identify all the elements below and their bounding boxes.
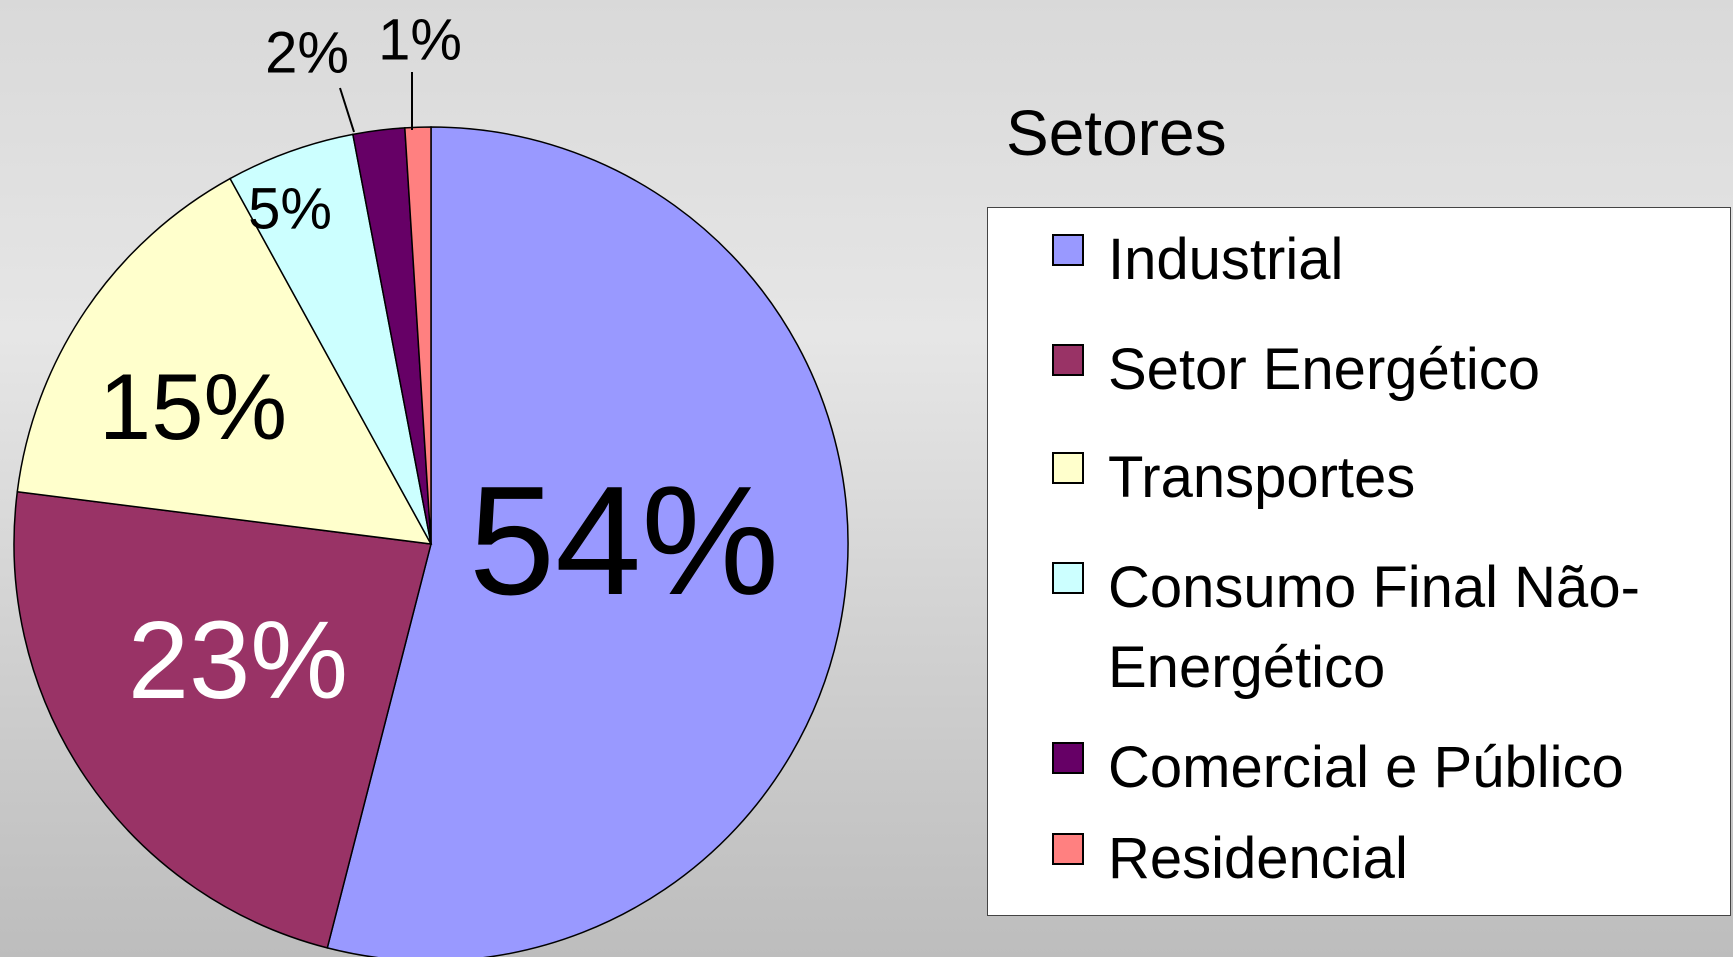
legend-item: Comercial e Público bbox=[1052, 728, 1728, 808]
data-label: 54% bbox=[469, 454, 779, 627]
page: 54% 23% 15% 5% 2% 1% Setores Industrial Setor … bbox=[0, 0, 1733, 957]
legend-item: Residencial bbox=[1052, 819, 1728, 899]
legend-label: Residencial bbox=[1108, 819, 1728, 899]
data-label: 1% bbox=[378, 7, 462, 72]
data-label: 23% bbox=[128, 599, 348, 722]
legend-swatch bbox=[1052, 234, 1084, 266]
leader-line bbox=[340, 88, 354, 132]
legend-label: Comercial e Público bbox=[1108, 728, 1728, 808]
legend-swatch bbox=[1052, 833, 1084, 865]
legend-swatch bbox=[1052, 562, 1084, 594]
legend-swatch bbox=[1052, 344, 1084, 376]
legend-item: Setor Energético bbox=[1052, 330, 1728, 410]
legend-label: Transportes bbox=[1108, 438, 1728, 518]
legend-swatch bbox=[1052, 452, 1084, 484]
legend: Industrial Setor Energético Transportes Con… bbox=[987, 207, 1731, 916]
legend-title: Setores bbox=[1006, 96, 1227, 170]
legend-item: Consumo Final Não-Energético bbox=[1052, 548, 1728, 708]
data-label: 15% bbox=[99, 354, 287, 459]
legend-item: Transportes bbox=[1052, 438, 1728, 518]
legend-label: Consumo Final Não-Energético bbox=[1108, 548, 1728, 708]
legend-item: Industrial bbox=[1052, 220, 1728, 300]
legend-label: Industrial bbox=[1108, 220, 1728, 300]
legend-swatch bbox=[1052, 742, 1084, 774]
legend-label: Setor Energético bbox=[1108, 330, 1728, 410]
data-label: 5% bbox=[248, 176, 332, 241]
data-label: 2% bbox=[265, 20, 349, 85]
